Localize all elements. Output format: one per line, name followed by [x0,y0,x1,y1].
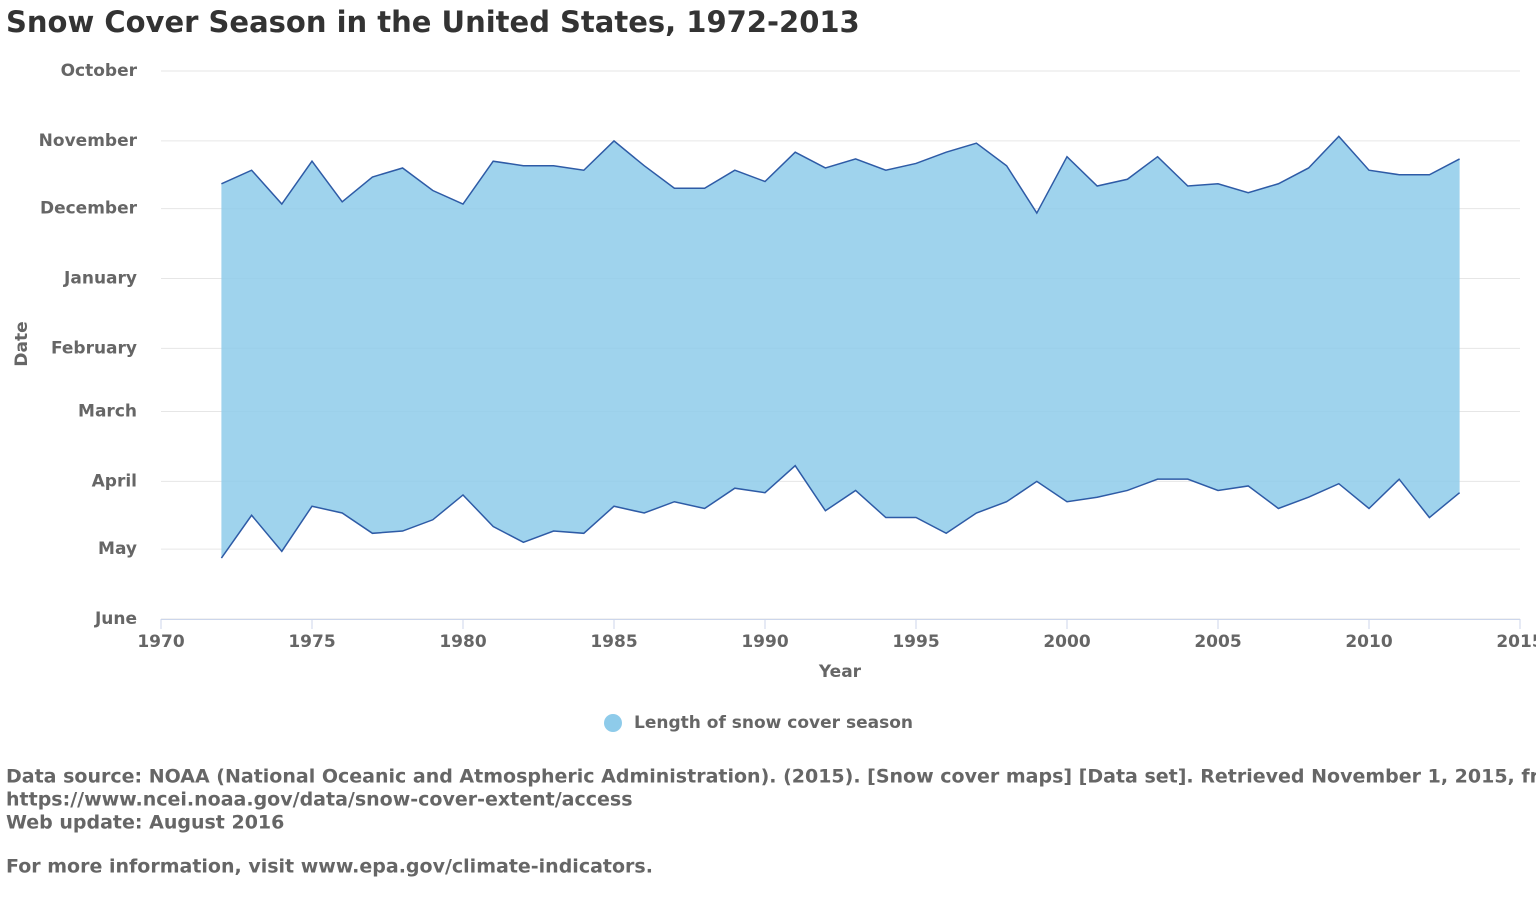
x-tick-label: 2005 [1194,632,1241,652]
y-tick-label: June [94,609,137,629]
x-tick-label: 1970 [137,632,184,652]
x-tick-label: 1980 [439,632,486,652]
range-line [221,135,1460,215]
y-tick-label: December [40,199,138,219]
y-tick-label: May [98,539,137,559]
x-axis-title: Year [818,662,862,682]
range-line [220,464,1461,559]
x-tick-label: 1995 [892,632,939,652]
footer-source: Data source: NOAA (National Oceanic and … [6,766,1536,788]
x-tick-label: 2015 [1496,632,1536,652]
x-tick-label: 2010 [1345,632,1392,652]
x-tick-label: 1985 [590,632,637,652]
footer-source: https://www.ncei.noaa.gov/data/snow-cove… [6,789,633,811]
legend-marker [604,714,622,732]
y-tick-label: March [78,402,137,422]
y-tick-label: February [51,338,137,358]
range-area [221,136,1460,559]
y-tick-label: November [39,131,138,151]
x-tick-label: 1990 [741,632,788,652]
y-tick-label: October [61,61,138,81]
legend-label: Length of snow cover season [634,713,913,733]
y-tick-label: April [92,471,137,491]
x-tick-label: 1975 [288,632,335,652]
chart-title: Snow Cover Season in the United States, … [6,5,860,39]
y-axis-title: Date [12,321,32,366]
x-tick-label: 2000 [1043,632,1090,652]
footer-update: Web update: August 2016 [6,812,284,834]
footer-more: For more information, visit www.epa.gov/… [6,856,653,878]
y-tick-label: January [63,268,137,288]
